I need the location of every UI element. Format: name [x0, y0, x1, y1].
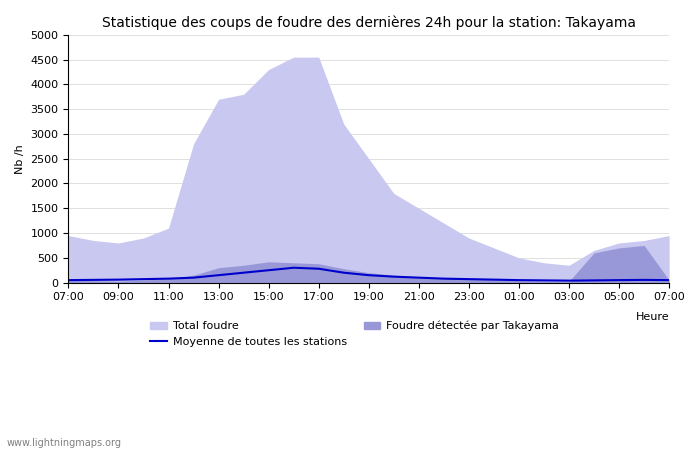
Y-axis label: Nb /h: Nb /h	[15, 144, 25, 174]
Text: Heure: Heure	[636, 312, 669, 322]
Title: Statistique des coups de foudre des dernières 24h pour la station: Takayama: Statistique des coups de foudre des dern…	[102, 15, 636, 30]
Text: www.lightningmaps.org: www.lightningmaps.org	[7, 438, 122, 448]
Legend: Total foudre, Moyenne de toutes les stations, Foudre détectée par Takayama: Total foudre, Moyenne de toutes les stat…	[146, 316, 563, 351]
